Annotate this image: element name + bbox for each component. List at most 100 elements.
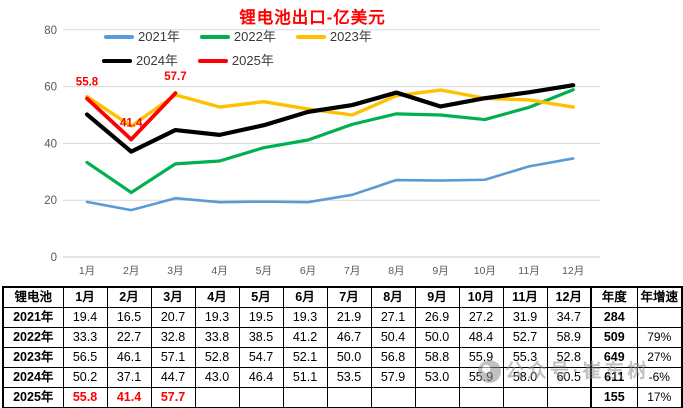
table-cell: 16.5 [106,307,152,328]
series-line-2024年 [84,83,576,154]
table-cell: 58.9 [546,327,592,348]
table-cell: 48.4 [458,327,504,348]
x-axis-label: 8月 [388,265,404,277]
legend-swatch-icon [197,59,228,63]
legend-item-2023年: 2023年 [295,29,372,45]
table-cell: 51.1 [282,367,328,388]
table-cell [546,387,592,408]
legend-row-2: 2024年 2025年 [102,53,274,69]
table-cell: 55.9 [458,367,504,388]
table-row-label: 2022年 [2,327,64,348]
table-header-cell: 12月 [546,286,592,308]
y-axis-label: 80 [44,25,57,37]
table-cell: 57.1 [150,347,196,368]
table-cell-growth: 79% [636,327,683,348]
table-row-label: 2025年 [2,387,64,408]
legend-swatch-icon [104,35,134,39]
table-cell: 41.2 [282,327,328,348]
table-cell: 58.0 [502,367,548,388]
table-cell: 33.3 [62,327,108,348]
table-cell: 50.4 [370,327,416,348]
table-cell: 53.5 [326,367,372,388]
table-cell: 20.7 [150,307,196,328]
table-header-cell: 10月 [458,286,504,308]
table-cell-total: 509 [590,327,638,348]
table-header-cell: 年增速 [636,286,683,308]
table-cell-growth: -6% [636,367,683,388]
legend-label: 2024年 [136,53,178,68]
x-axis-label: 4月 [211,265,227,277]
table-cell: 55.3 [502,347,548,368]
table-cell: 57.7 [150,387,196,408]
y-axis-label: 60 [44,82,57,94]
chart-title: 锂电池出口-亿美元 [239,9,386,27]
table-header-cell: 2月 [106,286,152,308]
table-cell: 32.8 [150,327,196,348]
legend-label: 2025年 [231,53,274,68]
table-cell-growth [636,307,683,328]
legend-item-2025年: 2025年 [197,53,274,69]
table-cell: 46.7 [326,327,372,348]
table-cell [326,387,372,408]
table-header-row: 锂电池 1月 2月 3月 4月 5月 6月 7月 8月 9月 10月 11月 12月 年度 年增速 [2,286,683,308]
annotation-41.4: 41.4 [120,117,143,129]
x-axis-label: 5月 [256,265,272,277]
table-cell: 46.4 [238,367,284,388]
table-cell: 52.1 [282,347,328,368]
table-row-2023年: 2023年 56.5 46.1 57.1 52.8 54.7 52.1 50.0 56.8 58.… [2,347,683,368]
table-cell: 52.8 [546,347,592,368]
table-cell [238,387,284,408]
table-header-cell: 4月 [194,286,240,308]
annotation-55.8: 55.8 [76,77,99,89]
annotation-57.7: 57.7 [164,71,186,83]
table-cell: 46.1 [106,347,152,368]
table-cell: 19.5 [238,307,284,328]
y-axis-label: 40 [44,138,57,150]
x-axis-label: 12月 [562,265,584,277]
table-row-2025年: 2025年 55.8 41.4 57.7 155 17% [2,387,683,408]
table-cell [370,387,416,408]
y-axis-label: 20 [44,195,57,207]
table-cell: 34.7 [546,307,592,328]
x-axis-label: 6月 [300,265,316,277]
legend-swatch-icon [199,35,230,39]
table-cell: 52.8 [194,347,240,368]
legend-item-2021年: 2021年 [104,29,180,45]
table-header-cell: 5月 [238,286,284,308]
table-cell: 27.2 [458,307,504,328]
chart-svg: 0 20 40 60 80 1月 2月 3月 4月 5月 6月 7月 8月 9月 10月 11月 12月 55.8… [44,25,600,277]
table-cell: 41.4 [106,387,152,408]
table-cell-total: 611 [590,367,638,388]
x-axis-label: 7月 [344,265,360,277]
legend-label: 2022年 [233,29,276,44]
table-cell-growth: 17% [636,387,683,408]
x-axis-label: 1月 [79,265,95,277]
table-cell: 55.9 [458,347,504,368]
x-axis-label: 11月 [518,265,539,277]
table-cell: 44.7 [150,367,196,388]
x-axis-label: 2月 [123,265,139,277]
table-cell-total: 649 [590,347,638,368]
table-cell: 22.7 [106,327,152,348]
legend-row-1: 2021年 2022年 2023年 [104,29,372,45]
table-cell: 26.9 [414,307,460,328]
legend-item-2024年: 2024年 [102,53,178,69]
table-cell: 56.5 [62,347,108,368]
table-header-cell: 1月 [62,286,108,308]
table-cell: 19.3 [282,307,328,328]
table-cell: 43.0 [194,367,240,388]
table-cell: 33.8 [194,327,240,348]
table-header-cell: 年度 [590,286,638,308]
legend-item-2022年: 2022年 [199,29,276,45]
table-header-cell: 3月 [150,286,196,308]
table-cell [414,387,460,408]
table-row-label: 2021年 [2,307,64,328]
legend-label: 2023年 [329,29,372,44]
table-header-cell: 6月 [282,286,328,308]
table-cell-total: 284 [590,307,638,328]
table-cell: 31.9 [502,307,548,328]
series-line-2021年 [85,157,575,212]
table-cell: 60.5 [546,367,592,388]
table-header-cell: 7月 [326,286,372,308]
